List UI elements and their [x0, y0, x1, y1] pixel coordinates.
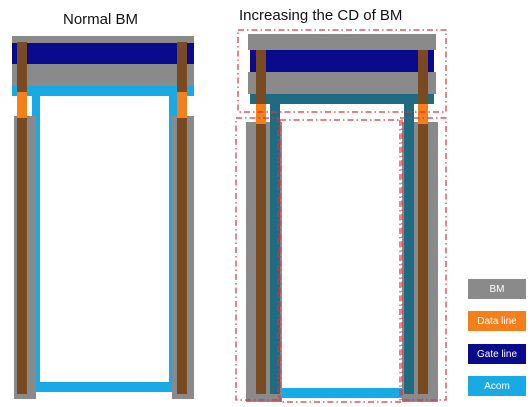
legend-gate-line-label: Gate line [476, 348, 518, 360]
bm-horizontal-bar-right [248, 72, 436, 94]
gate-line-block [12, 42, 194, 64]
legend-bm-label: BM [489, 283, 505, 295]
acom-bottom-bar [32, 382, 177, 392]
bm-top-band-right [248, 34, 436, 50]
legend-bm: BM [468, 279, 526, 299]
bm-top-strip [12, 36, 194, 43]
cd-boundary-center [279, 119, 403, 403]
acom-top-bar [12, 86, 194, 96]
data-line-right-panel-right [418, 124, 428, 394]
bm-inner-teal-right [404, 104, 414, 394]
data-line-right-lower [177, 118, 187, 394]
bm-horizontal-bar [12, 64, 194, 86]
legend-data-line: Data line [468, 311, 526, 331]
normal-bm-title: Normal BM [63, 11, 139, 28]
legend-gate-line: Gate line [468, 344, 526, 364]
data-line-right-orange [177, 92, 187, 120]
data-line-right-panel-right-orange [418, 104, 428, 126]
data-line-left [17, 42, 27, 92]
increased-cd-bm-pixel [235, 29, 447, 403]
legend-data-line-label: Data line [477, 315, 517, 327]
data-line-left-lower [17, 118, 27, 394]
data-line-right-panel-left-upper [256, 50, 266, 104]
data-line-right-panel-right-upper [418, 50, 428, 104]
legend-acom-label: Acom [484, 380, 510, 392]
data-line-right [177, 42, 187, 92]
cd-boundary-right [399, 117, 447, 401]
bm-inner-teal-left [270, 104, 280, 394]
legend-acom: Acom [468, 376, 526, 396]
increased-cd-bm-title: Increasing the CD of BM [239, 7, 403, 24]
data-line-left-orange [17, 92, 27, 120]
data-line-right-panel-left [256, 124, 266, 394]
data-line-right-panel-left-orange [256, 104, 266, 126]
acom-bottom-bar-right [265, 388, 415, 398]
gate-line-block-right [250, 50, 434, 72]
cd-boundary-top [237, 29, 447, 113]
bm-teal-edge-right [250, 94, 434, 104]
normal-bm-pixel [12, 36, 194, 399]
